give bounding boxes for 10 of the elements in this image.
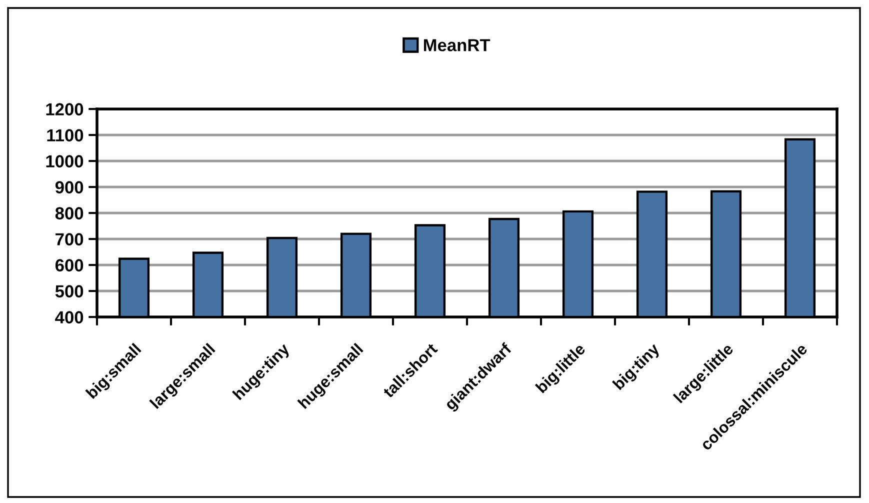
- y-tick-label: 500: [55, 285, 84, 298]
- y-tick-label: 1100: [47, 129, 84, 142]
- y-tick-label: 800: [55, 207, 84, 220]
- y-tick-label: 1000: [46, 155, 84, 168]
- y-tick-label: 1200: [46, 103, 84, 116]
- y-tick-label: 900: [55, 181, 84, 194]
- y-tick-label: 700: [56, 233, 84, 246]
- y-tick-label: 400: [55, 311, 84, 324]
- y-tick-label: 600: [55, 259, 84, 272]
- legend-label: MeanRT: [424, 39, 490, 52]
